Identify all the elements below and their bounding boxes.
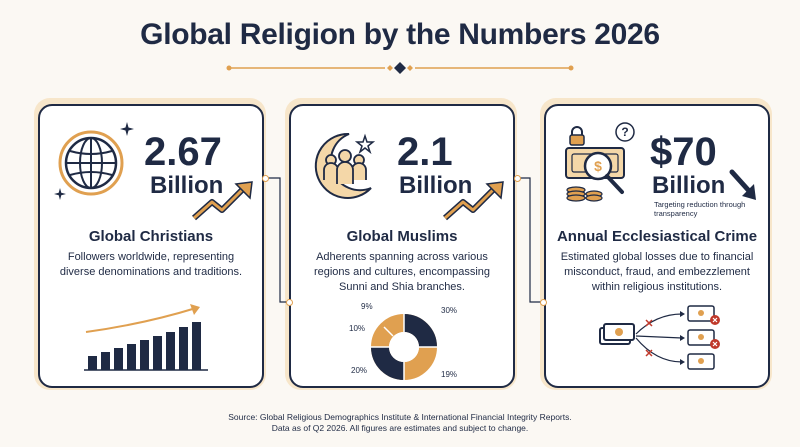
money-flow-icon: [599, 305, 720, 370]
donut-label: 20%: [351, 366, 368, 375]
svg-text:?: ?: [621, 125, 628, 139]
muslims-card: 2.1 Billion Global Muslims Adherents spa…: [289, 104, 515, 388]
stat-note: Targeting reduction through transparency: [654, 200, 746, 218]
lock-icon: [569, 126, 585, 146]
stat-number: $70: [650, 130, 717, 174]
bar-chart-icon: [84, 304, 208, 371]
stat-unit: Billion: [652, 172, 726, 199]
card-heading: Annual Ecclesiastical Crime: [556, 228, 758, 245]
connector-dot: [514, 175, 521, 182]
globe-icon: [58, 130, 124, 196]
donut-label: 10%: [349, 324, 366, 333]
page-title: Global Religion by the Numbers 2026: [140, 18, 660, 51]
footer-line: Source: Global Religious Demographics In…: [228, 412, 572, 422]
connector-dot: [262, 175, 269, 182]
stat-number: 2.1: [397, 130, 453, 174]
card-connector: [518, 177, 544, 303]
ecclesiastical-crime-card: ? $ $70 Billion Targeting reduction thro…: [544, 104, 770, 388]
donut-label: 19%: [441, 370, 458, 379]
stat-unit: Billion: [399, 172, 473, 199]
card-heading: Global Christians: [88, 228, 214, 245]
question-bubble-icon: ?: [615, 122, 635, 142]
trend-up-arrow-icon: [443, 181, 504, 221]
trend-down-arrow-icon: [729, 169, 756, 200]
donut-label: 30%: [441, 306, 458, 315]
card-heading: Global Muslims: [346, 228, 458, 245]
stat-number: 2.67: [144, 130, 222, 174]
stat-unit: Billion: [150, 172, 224, 199]
christians-card: 2.67 Billion Global Christians Followers…: [38, 104, 264, 388]
svg-text:$: $: [594, 158, 602, 174]
trend-up-arrow-icon: [192, 181, 253, 221]
source-footer: Source: Global Religious Demographics In…: [0, 412, 800, 435]
sparkle-icon: [120, 122, 134, 136]
sparkle-icon: [54, 188, 66, 200]
card-description: Estimated global losses due to financial…: [560, 251, 754, 293]
card-connector: [266, 177, 290, 303]
donut-chart-icon: [371, 314, 437, 380]
connector-dot: [286, 299, 293, 306]
card-description: Adherents spanning across various region…: [313, 251, 491, 293]
donut-label: 9%: [361, 302, 373, 311]
footer-line: Data as of Q2 2026. All figures are esti…: [271, 423, 529, 434]
connector-dot: [540, 299, 547, 306]
money-magnifier-icon: $: [565, 147, 625, 202]
title-divider: [226, 62, 574, 74]
crescent-star-people-icon: [314, 132, 376, 199]
card-description: Followers worldwide, representing divers…: [59, 251, 243, 278]
